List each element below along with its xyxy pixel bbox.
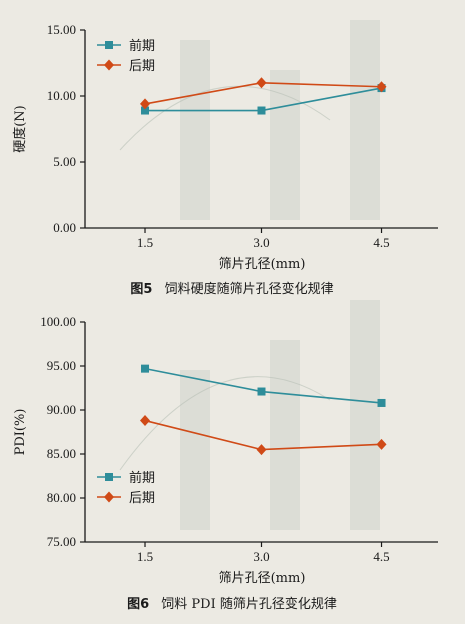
y-tick-label: 15.00	[47, 22, 76, 37]
series-layer	[140, 364, 387, 456]
x-tick-label: 4.5	[373, 235, 389, 250]
legend-marker-late	[104, 59, 114, 71]
y-axis-title: PDI(%)	[13, 409, 28, 456]
caption-text: 饲料 PDI 随筛片孔径变化规律	[161, 596, 337, 612]
y-tick-label: 5.00	[53, 154, 76, 169]
series-layer	[140, 77, 387, 115]
data-point-early	[257, 387, 266, 396]
y-tick-label: 10.00	[47, 88, 76, 103]
x-tick-label: 4.5	[373, 549, 389, 564]
y-ticks: 75.00 80.00 85.00 90.00 95.00 100.00	[40, 314, 85, 549]
data-point-early	[377, 398, 386, 407]
y-tick-label: 0.00	[53, 220, 76, 235]
figure-number: 图5	[130, 282, 152, 297]
data-point-early	[257, 106, 266, 115]
caption-text: 饲料硬度随筛片孔径变化规律	[165, 281, 334, 297]
y-tick-label: 80.00	[47, 490, 76, 505]
y-tick-label: 75.00	[47, 534, 76, 549]
chart-hardness: 0.00 5.00 10.00 15.00 1.5 3.0 4.5 硬度(N) 筛片孔径(…	[12, 22, 438, 297]
x-ticks: 1.5 3.0 4.5	[137, 228, 390, 250]
y-tick-label: 90.00	[47, 402, 76, 417]
y-tick-label: 85.00	[47, 446, 76, 461]
legend-marker-late	[104, 491, 114, 503]
data-point-early	[141, 364, 150, 373]
x-tick-label: 3.0	[253, 549, 269, 564]
legend-label-late: 后期	[129, 59, 155, 74]
x-axis-title: 筛片孔径(mm)	[219, 571, 306, 586]
y-ticks: 0.00 5.00 10.00 15.00	[47, 22, 85, 235]
legend-label-late: 后期	[129, 491, 155, 506]
chart-pdi: 75.00 80.00 85.00 90.00 95.00 100.00 1.5 3.0 4.…	[13, 314, 438, 612]
bleed-through-decoration	[119, 20, 380, 530]
x-ticks: 1.5 3.0 4.5	[137, 542, 390, 564]
figure-caption: 图6 饲料 PDI 随筛片孔径变化规律	[127, 596, 337, 612]
y-tick-label: 95.00	[47, 358, 76, 373]
x-axis-title: 筛片孔径(mm)	[219, 257, 306, 272]
legend-label-early: 前期	[129, 470, 155, 486]
figure-number: 图6	[127, 597, 149, 612]
legend-marker-early	[105, 41, 113, 49]
x-tick-label: 3.0	[253, 235, 269, 250]
legend-label-early: 前期	[129, 38, 155, 54]
data-point-early	[141, 106, 150, 115]
x-tick-label: 1.5	[137, 549, 153, 564]
y-tick-label: 100.00	[40, 314, 76, 329]
figure-caption: 图5 饲料硬度随筛片孔径变化规律	[130, 281, 333, 297]
data-point-late	[376, 81, 387, 93]
data-point-late	[256, 444, 267, 456]
x-tick-label: 1.5	[137, 235, 153, 250]
y-axis-title: 硬度(N)	[12, 105, 28, 153]
data-point-late	[140, 415, 151, 427]
data-point-late	[376, 438, 387, 450]
data-point-late	[256, 77, 267, 89]
data-point-late	[140, 98, 151, 110]
legend-marker-early	[105, 473, 113, 481]
